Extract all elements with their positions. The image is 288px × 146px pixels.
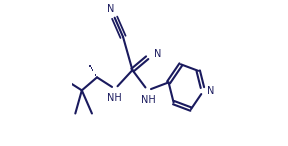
Text: N: N <box>107 4 114 14</box>
Text: NH: NH <box>107 93 122 103</box>
Text: N: N <box>207 86 214 96</box>
Text: NH: NH <box>141 95 156 105</box>
Text: N: N <box>154 49 162 59</box>
